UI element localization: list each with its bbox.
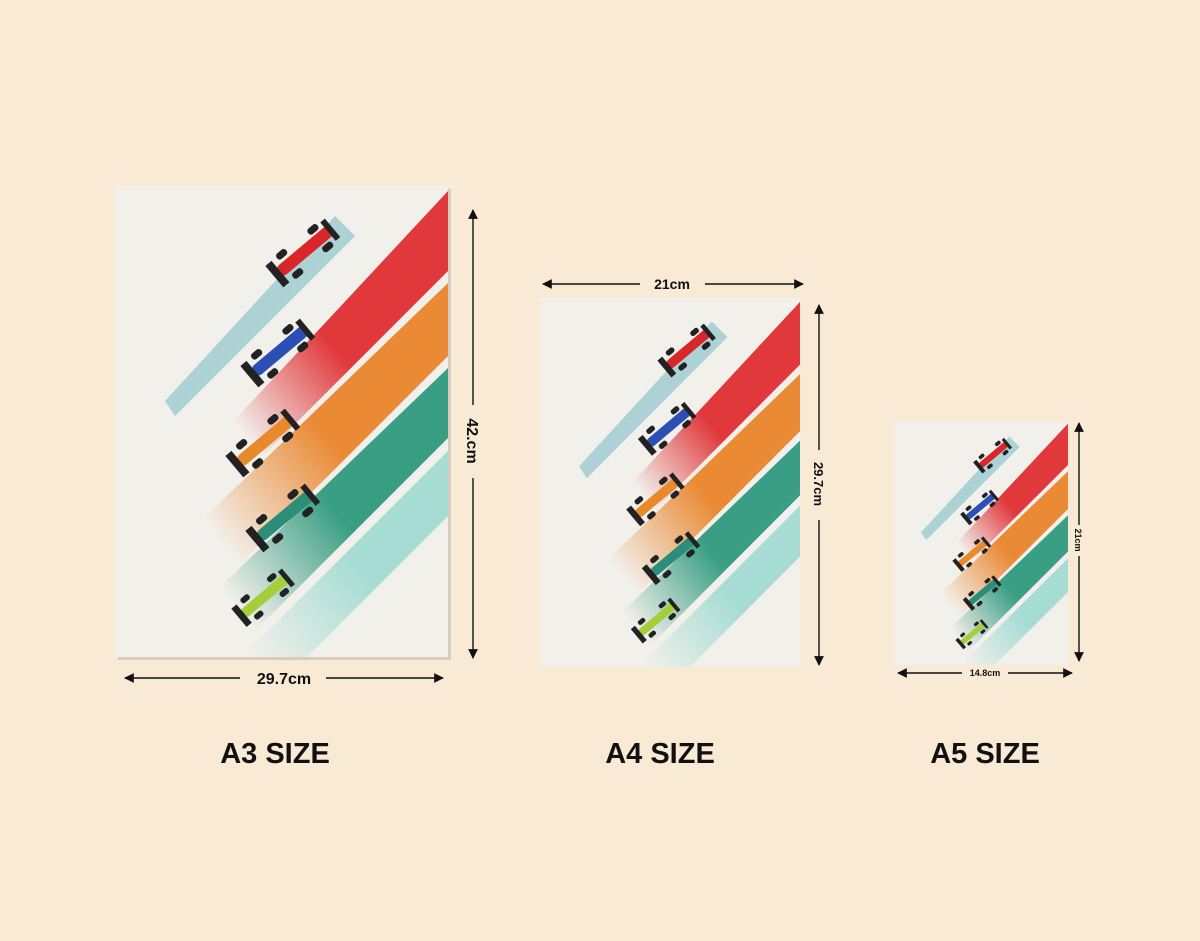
height-label: 29.7cm <box>811 462 826 506</box>
height-label: 42.cm <box>463 418 480 463</box>
height-label: 21cm <box>1073 528 1083 551</box>
poster-a3 <box>115 186 448 739</box>
size-label: A4 SIZE <box>605 738 715 770</box>
poster-a5 <box>895 421 1068 707</box>
width-label: 29.7cm <box>257 671 311 688</box>
size-label: A5 SIZE <box>930 738 1040 770</box>
poster-a4 <box>540 298 800 731</box>
size-label: A3 SIZE <box>220 738 330 770</box>
width-label: 21cm <box>654 276 690 292</box>
width-label: 14.8cm <box>970 668 1001 678</box>
